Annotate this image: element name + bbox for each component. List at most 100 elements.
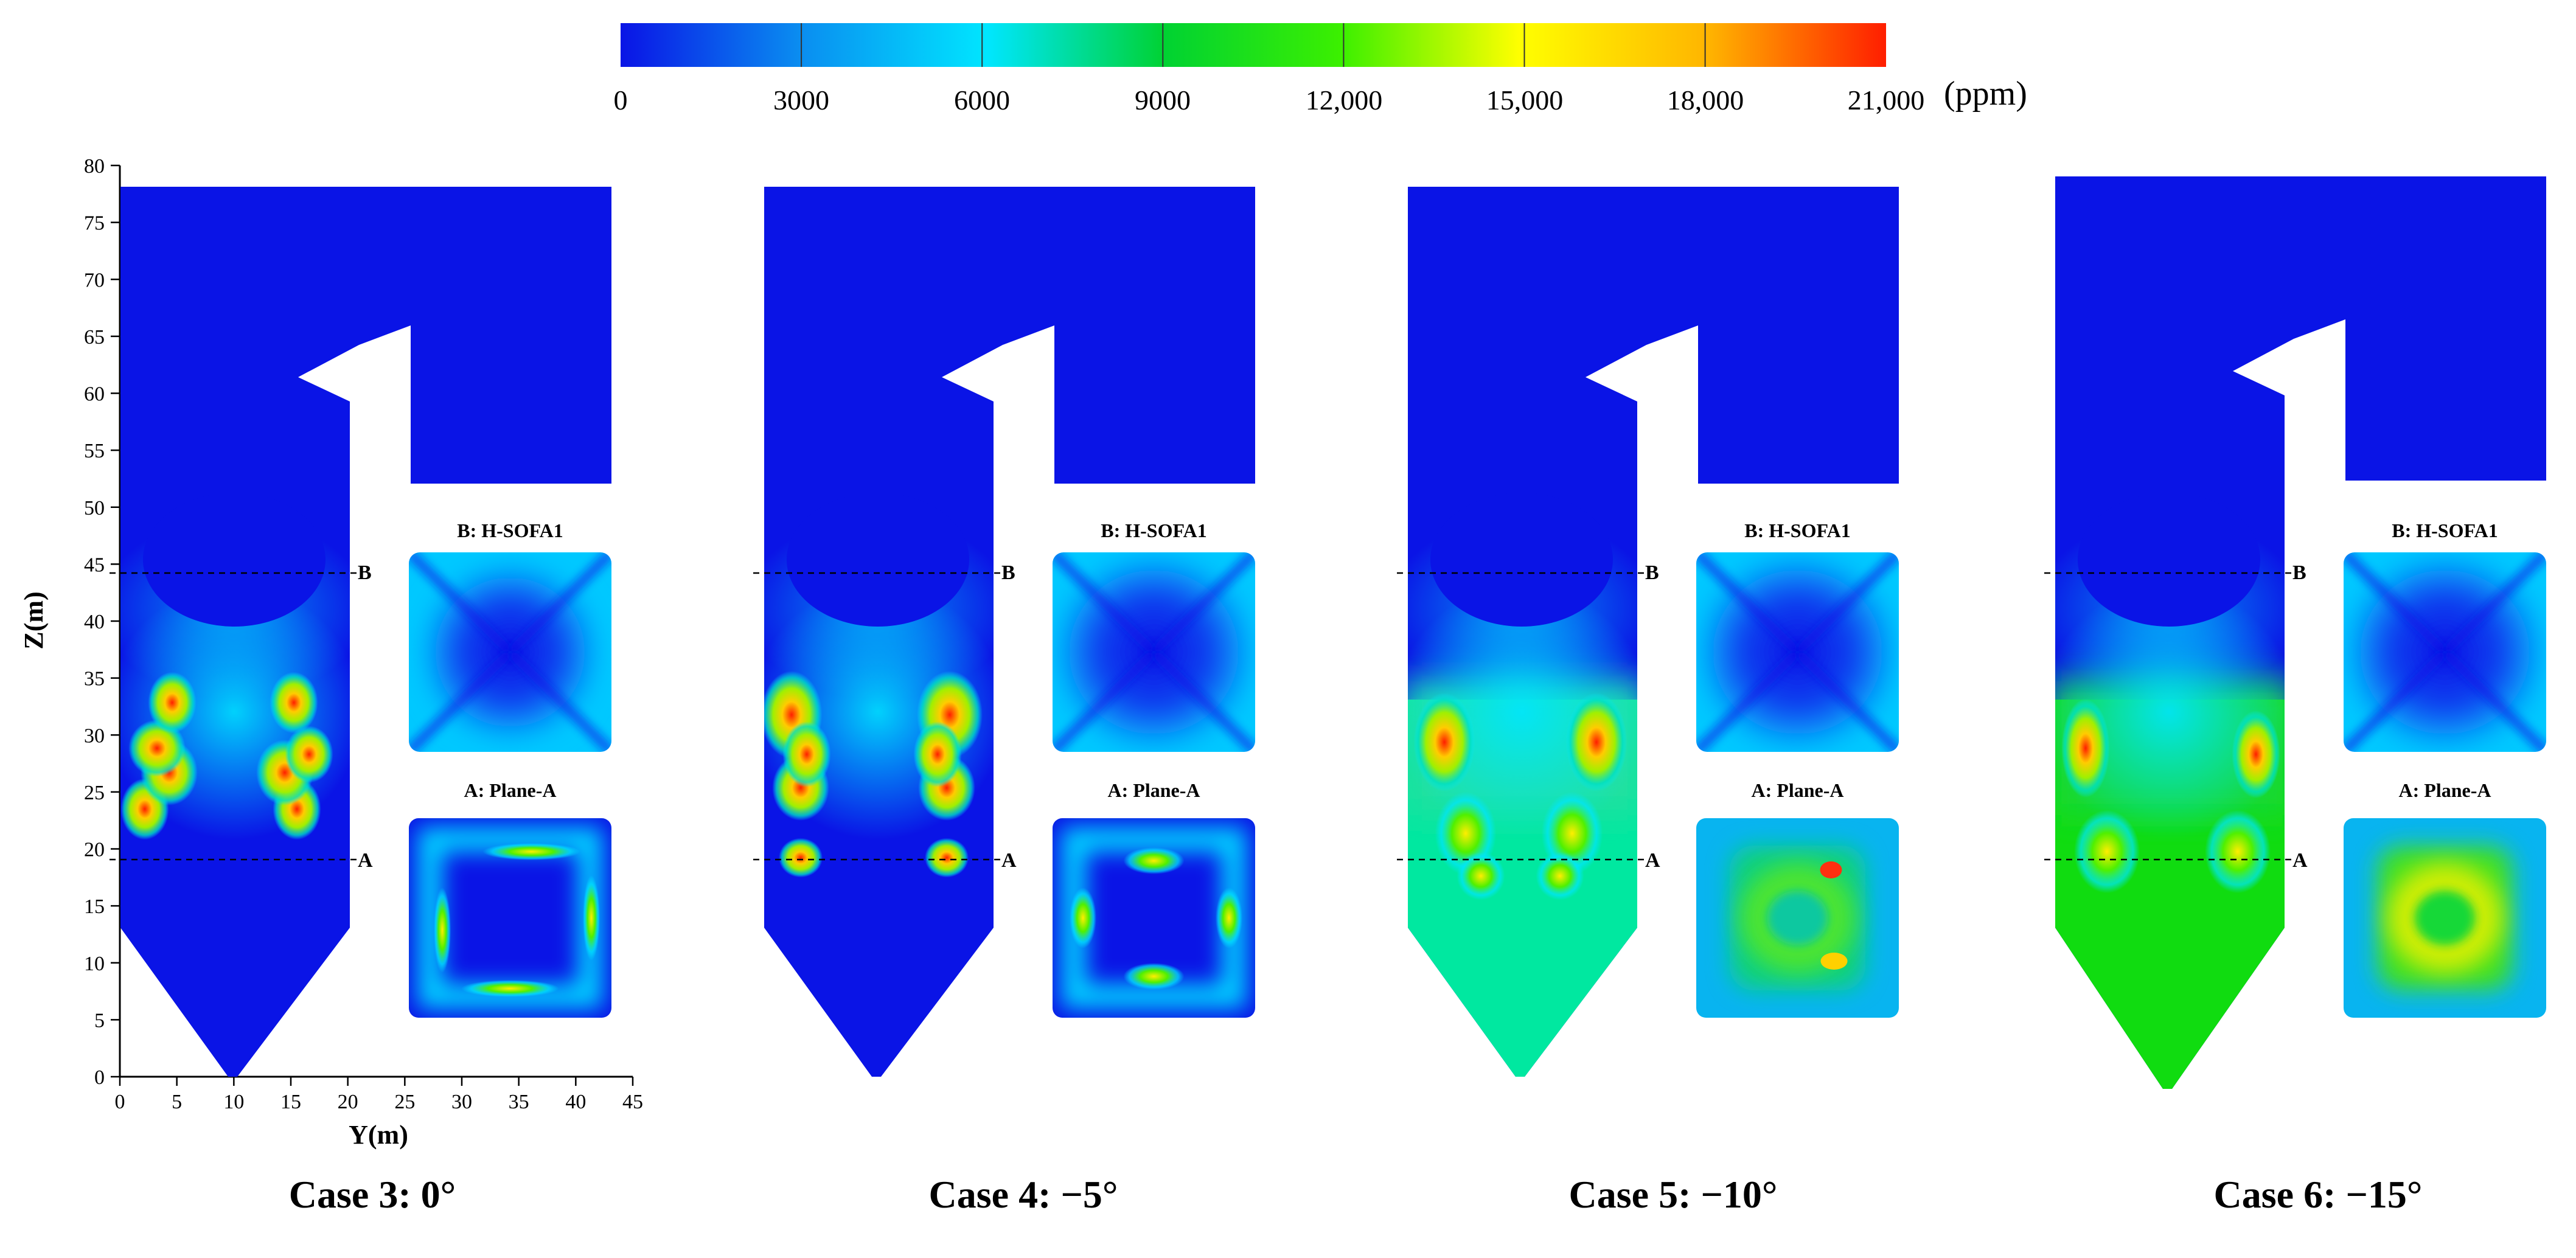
y-tick-label-20: 20 (338, 1091, 358, 1113)
colorbar-gradient (621, 23, 1886, 67)
cases: B A B: H-SOFA1 A: Plane-A Case 3: 0° B A B: H-S… (110, 176, 2546, 1216)
colorbar-ticks (801, 23, 1706, 67)
colorbar-label-6: 18,000 (1667, 85, 1744, 116)
hot-spot-4 (2205, 810, 2271, 894)
section-b-diagonal-1 (1053, 552, 1157, 655)
section-a-title: A: Plane-A (1752, 779, 1844, 801)
section-b-title: B: H-SOFA1 (1744, 520, 1851, 541)
section-b-diagonal-4 (2442, 649, 2546, 752)
section-b-contour (2344, 552, 2546, 752)
section-b-diagonal-1 (1696, 552, 1801, 655)
section-a-title: A: Plane-A (1108, 779, 1200, 801)
section-a-title: A: Plane-A (464, 779, 557, 801)
section-b-diagonal-2 (1150, 552, 1255, 655)
upper-core (787, 493, 969, 627)
plane-b-marker: B (358, 561, 372, 584)
section-b-diagonal-4 (507, 649, 611, 752)
section-a-title: A: Plane-A (2399, 779, 2491, 801)
y-tick-label-35: 35 (509, 1091, 529, 1113)
section-a-jet-1 (482, 843, 580, 860)
y-tick-label-15: 15 (280, 1091, 301, 1113)
z-tick-label-50: 50 (84, 497, 105, 520)
z-tick-label-20: 20 (84, 839, 105, 861)
hot-spot-5 (1457, 852, 1505, 900)
hot-spot-3 (2074, 810, 2140, 894)
section-a-jet-3 (1123, 963, 1185, 990)
hot-spot-5 (128, 720, 186, 777)
section-b-diagonal-4 (1794, 649, 1899, 752)
z-tick-label-75: 75 (84, 212, 105, 235)
section-a-jet-3 (461, 980, 559, 997)
y-axis-ticks: 0 5 10 15 20 25 30 35 40 45 (115, 1077, 643, 1113)
section-b-diagonal-4 (1150, 649, 1255, 752)
hot-spot-7 (779, 838, 823, 878)
case-panel-6: B A B: H-SOFA1 A: Plane-A Case 6: −15° (2044, 176, 2546, 1216)
z-axis-title: Z(m) (19, 591, 49, 649)
section-a-jet-1 (1123, 847, 1185, 874)
hot-spot-2 (1565, 693, 1627, 791)
section-a-center (1767, 891, 1828, 945)
y-tick-label-10: 10 (223, 1091, 244, 1113)
y-tick-label-25: 25 (394, 1091, 415, 1113)
colorbar: 0 3000 6000 9000 12,000 15,000 18,000 21… (614, 23, 2027, 116)
hot-spot-1 (1413, 693, 1475, 791)
section-a-jet-4 (1070, 888, 1096, 948)
hot-spot-5 (782, 721, 831, 787)
hot-spot-7 (148, 672, 197, 734)
section-b-title: B: H-SOFA1 (1101, 520, 1207, 541)
section-a-contour (1053, 818, 1255, 1018)
z-tick-label-0: 0 (94, 1066, 105, 1089)
plane-a-marker: A (1001, 849, 1017, 872)
y-tick-label-5: 5 (172, 1091, 182, 1113)
section-b-diagonal-3 (2344, 649, 2448, 752)
hot-spot-8 (270, 672, 318, 734)
colorbar-label-3: 9000 (1135, 85, 1191, 116)
y-tick-label-0: 0 (115, 1091, 125, 1113)
section-b-contour (1053, 552, 1255, 752)
z-tick-label-80: 80 (84, 155, 105, 178)
z-tick-label-10: 10 (84, 953, 105, 975)
upper-core (143, 493, 325, 627)
y-tick-label-45: 45 (622, 1091, 643, 1113)
section-b-contour (409, 552, 611, 752)
section-b-diagonal-3 (1053, 649, 1157, 752)
hot-spot-2 (2232, 711, 2280, 798)
section-a-jet-4 (434, 888, 451, 973)
section-b-diagonal-3 (1696, 649, 1801, 752)
z-tick-label-25: 25 (84, 782, 105, 804)
z-tick-label-70: 70 (84, 269, 105, 291)
z-tick-label-15: 15 (84, 895, 105, 918)
case-title-3: Case 3: 0° (289, 1173, 456, 1216)
axes: 0 5 10 15 20 25 30 35 40 45 50 55 60 65 70 75 80 0 5 10 15 2… (19, 155, 643, 1150)
colorbar-label-1: 3000 (773, 85, 829, 116)
z-axis-ticks: 0 5 10 15 20 25 30 35 40 45 50 55 60 65 70 75 80 (84, 155, 120, 1089)
y-tick-label-30: 30 (451, 1091, 472, 1113)
case-panel-3: B A B: H-SOFA1 A: Plane-A Case 3: 0° (110, 187, 611, 1216)
section-a-hot-spot-2 (1820, 953, 1848, 970)
section-b-diagonal-1 (2344, 552, 2448, 655)
plane-a-marker: A (1645, 849, 1660, 872)
case-panel-4: B A B: H-SOFA1 A: Plane-A Case 4: −5° (753, 187, 1255, 1216)
section-a-contour (409, 818, 611, 1018)
y-tick-label-40: 40 (565, 1091, 586, 1113)
hot-spot-1 (2061, 699, 2110, 798)
colorbar-unit: (ppm) (1944, 75, 2027, 113)
colorbar-tick-labels: 0 3000 6000 9000 12,000 15,000 18,000 21… (614, 85, 1925, 116)
case-panel-5: B A B: H-SOFA1 A: Plane-A Case 5: −10° (1397, 187, 1899, 1216)
plane-b-marker: B (2292, 561, 2306, 584)
section-a-contour (2344, 818, 2546, 1018)
hot-spot-8 (925, 838, 969, 878)
section-b-title: B: H-SOFA1 (2392, 520, 2498, 541)
section-a-jet-2 (1216, 888, 1242, 948)
section-b-title: B: H-SOFA1 (457, 520, 563, 541)
section-b-diagonal-2 (1794, 552, 1899, 655)
section-b-diagonal-2 (2442, 552, 2546, 655)
section-a-hot-spot-1 (1820, 861, 1842, 878)
z-tick-label-55: 55 (84, 440, 105, 462)
case-title-5: Case 5: −10° (1569, 1173, 1778, 1216)
z-tick-label-5: 5 (94, 1009, 105, 1032)
section-a-jet-2 (583, 875, 600, 961)
upper-core (1430, 493, 1613, 627)
section-b-diagonal-2 (507, 552, 611, 655)
